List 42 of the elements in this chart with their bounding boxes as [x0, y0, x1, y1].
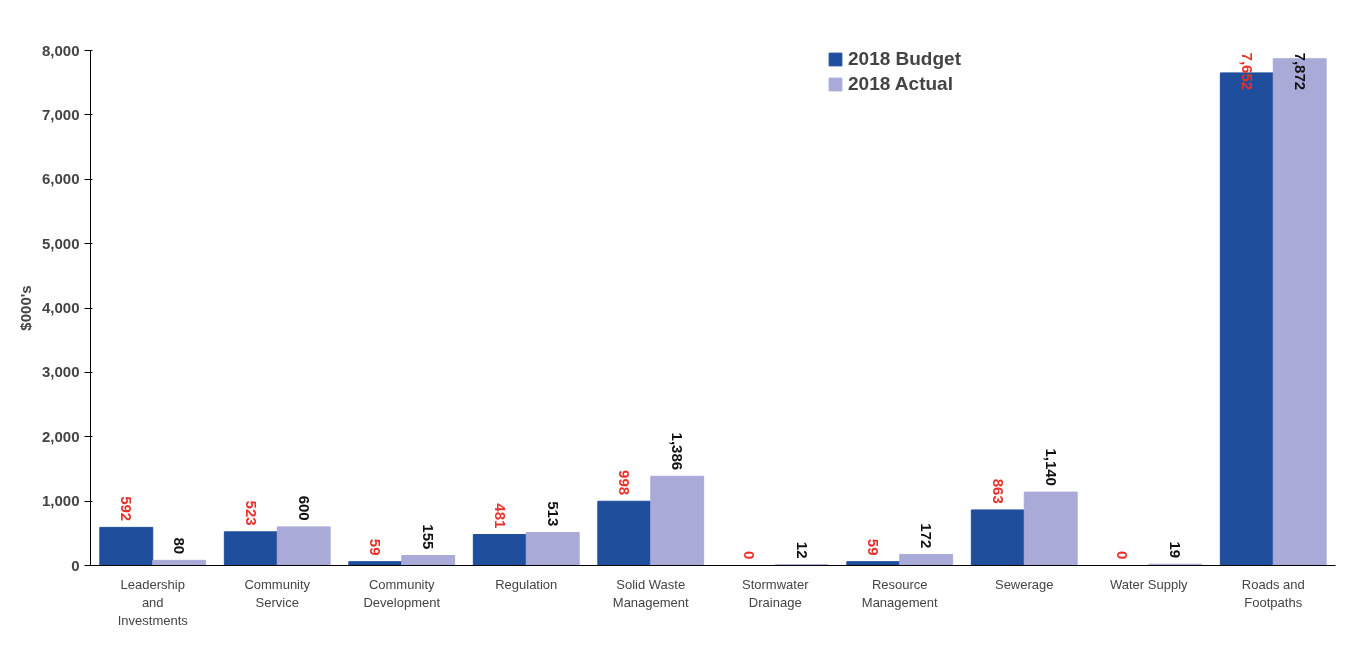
data-label: 19 — [1167, 541, 1185, 559]
x-tick-label: Leadership and Investments — [117, 576, 189, 628]
data-label: 59 — [367, 538, 385, 556]
data-label: 998 — [616, 470, 634, 496]
data-label: 155 — [420, 524, 438, 550]
y-tick-label: 3,000 — [41, 363, 80, 381]
x-tick-label: Solid Waste Management — [612, 576, 690, 610]
x-tick-label: Water Supply — [1109, 576, 1189, 592]
x-tick-label: Stormwater Drainage — [742, 576, 810, 610]
legend-label: 2018 Budget — [848, 49, 961, 70]
data-label: 1,140 — [1042, 448, 1060, 486]
data-label: 7,652 — [1238, 52, 1256, 91]
data-label: 1,386 — [669, 432, 687, 471]
data-label: 7,872 — [1291, 52, 1309, 91]
y-tick-label: 4,000 — [41, 299, 80, 316]
y-tick-label: 1,000 — [41, 492, 80, 510]
data-label: 59 — [865, 538, 883, 556]
data-label: 12 — [793, 541, 811, 559]
data-label: 523 — [242, 500, 260, 526]
data-label: 0 — [1114, 550, 1132, 560]
data-label: 481 — [491, 503, 509, 529]
data-label: 0 — [740, 550, 758, 560]
x-tick-label: Sewerage — [994, 576, 1054, 592]
x-tick-label: Resource Management — [861, 576, 939, 610]
x-tick-label: Community Service — [244, 576, 311, 610]
y-axis-title: $000's — [16, 285, 34, 331]
legend-label: 2018 Actual — [848, 73, 953, 95]
y-tick-label: 2,000 — [41, 427, 80, 445]
data-label: 80 — [171, 537, 189, 555]
data-label: 513 — [544, 501, 562, 527]
x-tick-label: Regulation — [495, 576, 558, 592]
data-label: 600 — [295, 495, 313, 521]
y-tick-label: 8,000 — [41, 41, 80, 59]
data-label: 172 — [918, 523, 936, 549]
data-label: 863 — [989, 478, 1007, 504]
y-tick-label: 7,000 — [41, 105, 80, 123]
x-tick-label: Roads and Footpaths — [1241, 576, 1305, 610]
data-label: 592 — [118, 496, 136, 522]
y-tick-label: 0 — [71, 556, 80, 574]
y-tick-label: 6,000 — [41, 170, 80, 188]
x-tick-label: Community Development — [363, 576, 441, 610]
y-tick-label: 5,000 — [41, 234, 80, 252]
